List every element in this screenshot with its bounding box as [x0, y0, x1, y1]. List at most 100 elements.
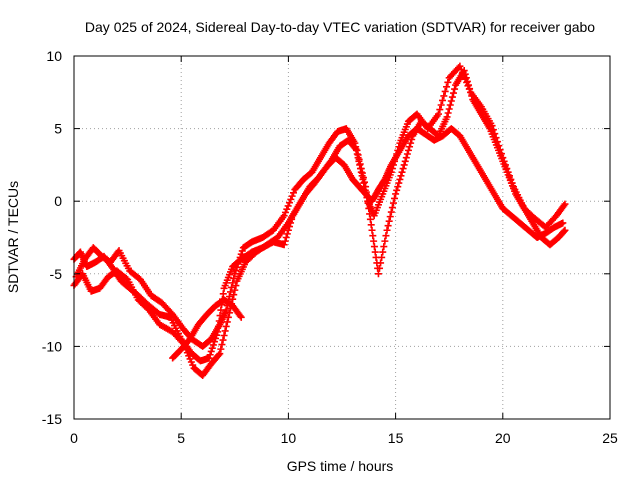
axis-ticks: [73, 55, 611, 420]
data-point: [504, 168, 512, 176]
y-tick-label: -5: [50, 266, 63, 282]
data-point: [381, 237, 389, 245]
data-point: [443, 83, 451, 91]
data-point: [560, 227, 568, 235]
chart-title: Day 025 of 2024, Sidereal Day-to-day VTE…: [85, 19, 595, 35]
data-point: [209, 341, 217, 349]
data-point: [463, 78, 471, 86]
data-point: [496, 146, 504, 154]
data-point: [464, 82, 472, 90]
data-point: [492, 134, 500, 142]
data-point: [491, 130, 499, 138]
data-point: [357, 168, 365, 176]
data-point: [237, 250, 245, 258]
y-tick-label: -10: [42, 338, 62, 354]
data-point: [283, 230, 291, 238]
x-tick-label: 25: [602, 430, 618, 446]
data-point: [456, 62, 464, 70]
data-point: [236, 253, 244, 261]
data-point: [393, 186, 401, 194]
data-point: [391, 194, 399, 202]
data-point: [460, 72, 468, 80]
data-point: [219, 336, 227, 344]
data-point: [229, 279, 237, 287]
data-point: [225, 292, 233, 300]
data-point: [506, 172, 513, 180]
data-point: [383, 226, 391, 234]
data-point: [503, 165, 511, 173]
data-point: [495, 142, 503, 150]
x-tick-label: 15: [388, 430, 404, 446]
data-point: [351, 139, 359, 147]
data-point: [222, 322, 230, 330]
data-point: [508, 179, 516, 187]
data-point: [289, 189, 297, 197]
data-point: [216, 350, 224, 358]
data-point: [238, 247, 246, 255]
data-point: [217, 345, 225, 353]
data-point: [379, 248, 387, 256]
data-point: [399, 165, 407, 173]
x-tick-label: 10: [281, 430, 297, 446]
data-point: [500, 157, 508, 165]
data-point: [493, 138, 501, 146]
y-tick-label: 0: [54, 193, 62, 209]
data-point: [388, 165, 396, 173]
data-point: [370, 243, 378, 251]
data-point: [359, 175, 367, 183]
data-point: [393, 150, 401, 158]
data-point: [370, 237, 378, 245]
data-point: [208, 344, 216, 352]
data-point: [218, 341, 226, 349]
data-point: [374, 270, 382, 278]
data-point: [560, 202, 568, 210]
data-point: [223, 318, 231, 326]
data-point: [397, 172, 405, 180]
data-point: [281, 237, 289, 245]
data-point: [215, 351, 223, 359]
data-point: [367, 221, 375, 229]
data-point: [366, 215, 374, 223]
data-point: [284, 202, 292, 210]
series-1: [70, 67, 569, 379]
data-point: [280, 241, 288, 249]
data-point: [444, 109, 452, 117]
data-point: [285, 199, 293, 207]
data-points: [70, 62, 569, 379]
data-point: [497, 150, 505, 158]
data-point: [446, 101, 454, 109]
data-point: [377, 259, 385, 267]
data-point: [280, 212, 288, 220]
data-point: [356, 165, 364, 173]
data-point: [488, 122, 496, 130]
data-point: [361, 183, 369, 191]
data-point: [401, 157, 409, 165]
data-point: [231, 270, 239, 278]
y-tick-labels: -15 -10 -5 0 5 10: [42, 48, 62, 427]
data-point: [237, 313, 245, 321]
data-point: [561, 200, 569, 208]
data-point: [392, 190, 400, 198]
data-point: [362, 190, 370, 198]
data-point: [408, 135, 416, 143]
data-point: [232, 267, 240, 275]
data-point: [407, 139, 415, 147]
data-point: [461, 75, 469, 83]
data-point: [559, 219, 567, 227]
data-point: [122, 275, 130, 283]
data-point: [395, 143, 403, 151]
data-point: [235, 257, 243, 265]
data-point: [354, 154, 362, 162]
data-point: [371, 248, 379, 256]
data-point: [205, 354, 213, 362]
data-point: [445, 105, 453, 113]
data-point: [443, 113, 451, 121]
data-point: [447, 97, 455, 105]
data-point: [353, 150, 361, 158]
data-point: [230, 274, 238, 282]
data-point: [378, 253, 386, 261]
data-point: [206, 351, 214, 359]
data-point: [440, 92, 448, 100]
series-2: [72, 62, 569, 350]
